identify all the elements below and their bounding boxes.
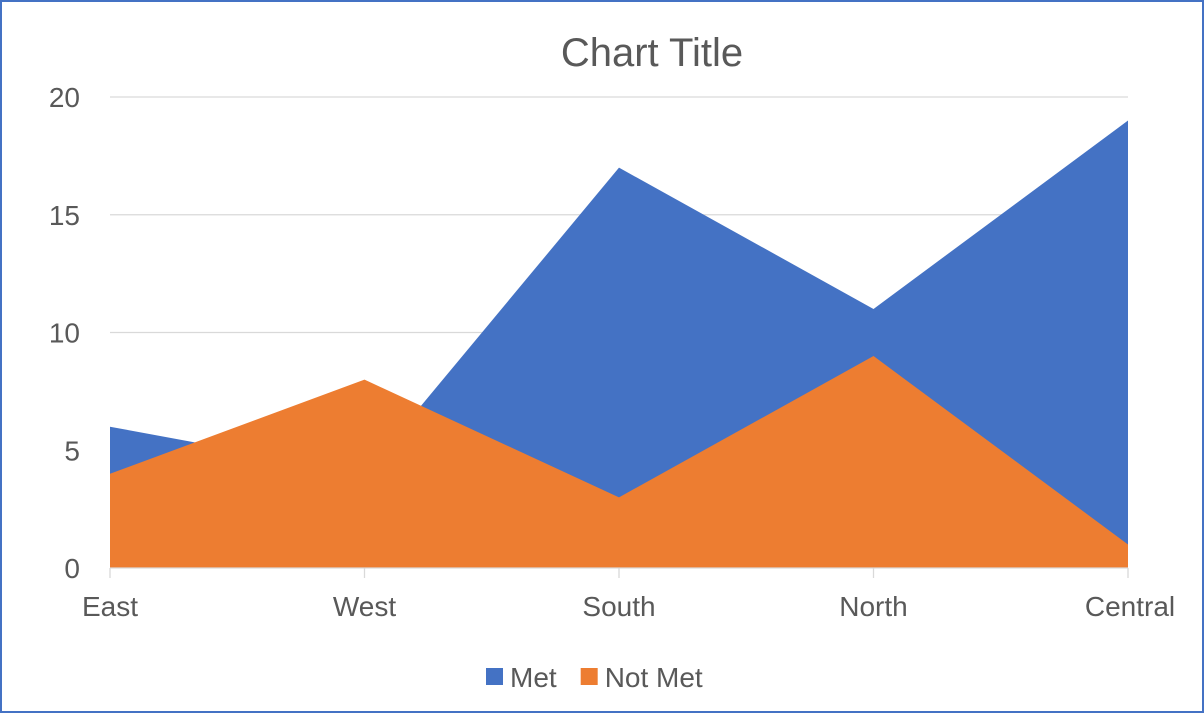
y-axis-ticks: 0 5 10 15 20 bbox=[49, 82, 80, 584]
x-tick-label: West bbox=[333, 591, 396, 622]
legend-label: Not Met bbox=[605, 662, 703, 693]
y-tick-label: 15 bbox=[49, 200, 80, 231]
area-not-met bbox=[110, 356, 1128, 568]
y-tick-label: 10 bbox=[49, 318, 80, 349]
chart-title: Chart Title bbox=[561, 31, 743, 75]
area-series bbox=[110, 120, 1128, 569]
x-tick-label: South bbox=[582, 591, 655, 622]
y-tick-label: 5 bbox=[64, 435, 80, 466]
y-tick-label: 0 bbox=[64, 553, 80, 584]
y-tick-label: 20 bbox=[49, 82, 80, 113]
x-axis bbox=[109, 567, 1129, 578]
x-tick-label: North bbox=[839, 591, 907, 622]
x-axis-ticks: East West South North Central bbox=[82, 591, 1175, 622]
legend-swatch bbox=[486, 668, 503, 685]
x-tick-label: Central bbox=[1085, 591, 1175, 622]
legend: Met Not Met bbox=[486, 662, 703, 693]
legend-swatch bbox=[580, 668, 598, 685]
legend-label: Met bbox=[510, 662, 557, 693]
x-tick-label: East bbox=[82, 591, 138, 622]
